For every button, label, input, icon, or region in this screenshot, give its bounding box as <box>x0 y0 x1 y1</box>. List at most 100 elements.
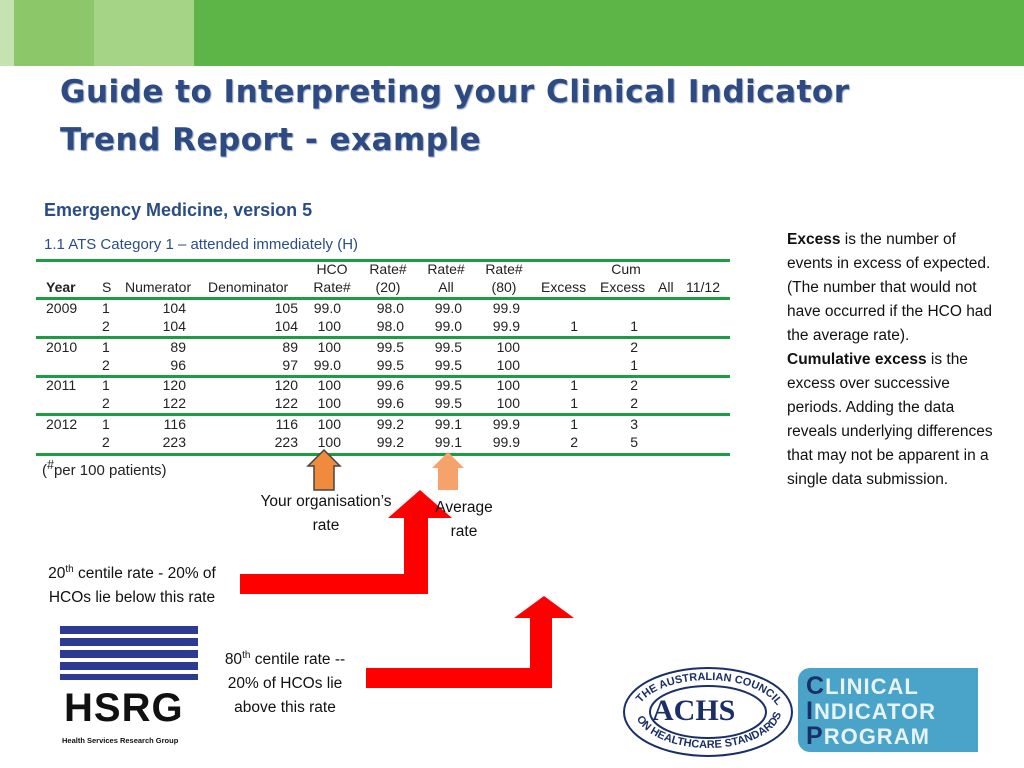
table-cell-r20: 99.6 <box>376 377 404 393</box>
table-cell-cum: 1 <box>630 318 638 334</box>
your-rate-text: Your organisation’s rate <box>260 493 392 534</box>
col-header-rateall: Rate# <box>427 261 465 277</box>
slide-title: Guide to Interpreting your Clinical Indi… <box>60 68 960 164</box>
table-footnote: (#per 100 patients) <box>42 458 167 479</box>
hsrg-logo: HSRG Health Services Research Group <box>60 624 198 748</box>
table-cell-hco: 100 <box>317 433 341 450</box>
table-cell-r20: 99.6 <box>376 395 404 411</box>
table-cell-s: 1 <box>102 300 110 316</box>
table-cell-den: 89 <box>282 338 298 355</box>
table-cell-excess: 1 <box>570 395 578 411</box>
table-cell-num: 223 <box>162 433 186 450</box>
table-cell-den: 97 <box>282 356 298 373</box>
logo-stripe <box>60 674 198 680</box>
excess-explanation: Excess is the number of events in excess… <box>787 228 997 492</box>
table-cell-r80: 100 <box>496 377 520 393</box>
average-rate-label: Average rate <box>422 496 506 544</box>
col-header-rateall-sub: All <box>438 279 454 295</box>
col-header-all: All <box>658 279 674 295</box>
cip-line1: CLINICAL <box>806 672 919 700</box>
col-header-rate20-sub: (20) <box>375 279 401 295</box>
table-cell-cum: 1 <box>630 356 638 373</box>
table-cell-rall: 99.5 <box>434 356 462 373</box>
red-bent-arrow-80th <box>366 596 574 688</box>
table-cell-r20: 99.5 <box>376 356 404 373</box>
table-cell-r20: 98.0 <box>376 300 404 316</box>
logo-stripe <box>60 662 198 670</box>
header-bar-segment <box>14 0 94 66</box>
cumulative-excess-text: is the excess over successive periods. A… <box>787 351 993 488</box>
table-cell-r20: 99.5 <box>376 338 404 355</box>
centile-80-label: 80th centile rate -- 20% of HCOs lie abo… <box>202 644 368 720</box>
table-rule <box>36 336 730 339</box>
header-bar-segment <box>94 0 194 66</box>
col-header-excess: Excess <box>541 279 587 295</box>
table-cell-rall: 99.0 <box>434 318 462 334</box>
table-rule <box>36 297 730 300</box>
table-cell-excess: 1 <box>570 415 578 432</box>
table-cell-hco: 99.0 <box>313 300 341 316</box>
header-bar-segment <box>194 0 1024 66</box>
centile-80-line1: 80th centile rate -- <box>224 650 346 669</box>
slide-title-line2: Trend Report - example <box>60 122 482 158</box>
table-cell-num: 89 <box>170 338 186 355</box>
hsrg-subtitle: Health Services Research Group <box>62 736 179 745</box>
light-orange-up-arrow <box>432 452 464 490</box>
table-cell-den: 116 <box>275 415 298 432</box>
table-cell-rall: 99.5 <box>434 377 462 393</box>
centile-20-label: 20th centile rate - 20% of HCOs lie belo… <box>20 558 244 610</box>
table-cell-den: 105 <box>274 300 298 316</box>
average-rate-line1: Average <box>435 499 493 516</box>
table-cell-s: 2 <box>102 318 110 334</box>
table-cell-s: 1 <box>102 377 110 393</box>
achs-seal-icon: THE AUSTRALIAN COUNCIL ON HEALTHCARE STA… <box>623 667 793 757</box>
table-cell-hco: 100 <box>317 377 341 393</box>
col-header-hco-rate: Rate# <box>313 279 351 295</box>
table-cell-r80: 99.9 <box>492 433 520 450</box>
report-title: Emergency Medicine, version 5 <box>44 200 313 220</box>
table-cell-cum: 2 <box>630 395 638 411</box>
table-cell-num: 122 <box>162 395 186 411</box>
header-bar-segment <box>0 0 14 66</box>
table-cell-excess: 1 <box>570 377 578 393</box>
table-cell-rall: 99.1 <box>434 433 462 450</box>
centile-20-line1: 20th centile rate - 20% of <box>48 564 216 583</box>
table-cell-r20: 99.2 <box>376 433 404 450</box>
col-header-cum: Cum <box>611 261 641 277</box>
table-cell-s: 2 <box>102 433 110 450</box>
table-cell-r80: 99.9 <box>492 300 520 316</box>
table-rule <box>36 259 730 262</box>
col-header-hco: HCO <box>316 261 348 277</box>
table-cell-rall: 99.1 <box>434 415 462 432</box>
table-cell-num: 104 <box>162 318 186 334</box>
table-cell-num: 96 <box>170 356 186 373</box>
col-header-rate80-sub: (80) <box>491 279 517 295</box>
table-cell-r80: 99.9 <box>492 318 520 334</box>
table-cell-s: 2 <box>102 356 110 373</box>
table-rule <box>36 453 730 456</box>
table-cell-den: 120 <box>274 377 298 393</box>
header-bar <box>0 0 1024 66</box>
col-header-cum-excess: Excess <box>600 279 646 295</box>
table-cell-rall: 99.5 <box>434 338 462 355</box>
centile-20-line2: HCOs lie below this rate <box>48 589 216 607</box>
col-header-s: S <box>102 279 112 295</box>
col-header-rate80: Rate# <box>485 261 523 277</box>
col-header-numerator: Numerator <box>125 279 192 295</box>
table-cell-s: 1 <box>102 415 110 432</box>
table-cell-excess: 1 <box>570 318 578 334</box>
centile-80-line2: 20% of HCOs lie <box>227 675 343 693</box>
col-header-denominator: Denominator <box>208 279 289 295</box>
table-cell-hco: 99.0 <box>313 356 341 373</box>
table-cell-year: 2011 <box>46 377 77 393</box>
logo-stripe <box>60 638 198 646</box>
col-header-period: 11/12 <box>686 279 720 295</box>
cip-line3: PROGRAM <box>806 722 930 750</box>
table-cell-num: 104 <box>162 300 186 316</box>
table-cell-cum: 3 <box>630 415 638 432</box>
table-cell-cum: 2 <box>630 377 638 393</box>
achs-wordmark: ACHS <box>652 694 736 727</box>
table-cell-year: 2009 <box>46 300 78 316</box>
hsrg-wordmark: HSRG <box>64 686 184 730</box>
